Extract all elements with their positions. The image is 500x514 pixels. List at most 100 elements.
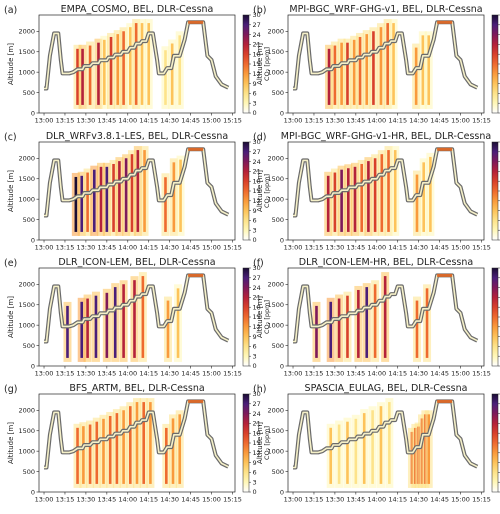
y-axis-label: Altitude [m] xyxy=(256,422,264,464)
x-tick-label: 15:15 xyxy=(472,244,491,252)
panel: (d) MPI-BGC_WRF-GHG-v1-HR, BEL, DLR-Cessn… xyxy=(253,131,500,252)
plume-core xyxy=(427,35,431,105)
plume-core xyxy=(82,426,85,484)
x-tick-label: 13:00 xyxy=(284,370,303,378)
y-tick-label: 1500 xyxy=(18,48,35,56)
y-tick-label: 1500 xyxy=(18,175,35,183)
plume-core xyxy=(141,276,145,358)
y-tick-label: 1500 xyxy=(18,427,35,435)
panel-title: DLR_ICON-LEM-HR, BEL, DLR-Cessna xyxy=(299,257,473,268)
colorbar-tick-label: 30 xyxy=(253,264,261,272)
flight-track xyxy=(44,148,229,217)
colorbar xyxy=(242,267,250,367)
colorbar-tick-label: 15 xyxy=(253,313,261,321)
colorbar-label: CO₂ [ppm] xyxy=(263,47,271,81)
y-tick-label: 500 xyxy=(272,468,284,476)
x-tick-label: 13:30 xyxy=(77,370,96,378)
panel: (h) SPASCIA_EULAG, BEL, DLR-Cessna 0 500 100… xyxy=(253,383,500,504)
plume-core xyxy=(340,42,343,105)
colorbar-tick-label: 3 xyxy=(253,226,257,234)
colorbar-tick-label: 9 xyxy=(253,459,257,467)
panel: (e) DLR_ICON-LEM, BEL, DLR-Cessna 0 500 1000… xyxy=(4,257,271,378)
colorbar-tick-label: 21 xyxy=(253,41,261,49)
plume-core xyxy=(329,427,333,484)
plume-core xyxy=(392,23,395,105)
plume-core xyxy=(92,169,96,232)
x-tick-label: 14:45 xyxy=(430,370,449,378)
y-tick-label: 1500 xyxy=(267,175,284,183)
x-tick-label: 14:45 xyxy=(181,244,200,252)
x-tick-label: 13:00 xyxy=(284,117,303,125)
plume-core xyxy=(329,301,333,358)
colorbar xyxy=(491,393,499,493)
plume-core xyxy=(113,287,117,358)
y-tick-label: 0 xyxy=(31,488,35,496)
colorbar-tick-label: 0 xyxy=(253,488,257,496)
plume-core xyxy=(340,169,343,232)
y-tick-label: 2000 xyxy=(267,28,284,36)
flight-track xyxy=(293,21,478,90)
plume-core xyxy=(415,174,419,232)
y-tick-label: 1000 xyxy=(267,321,284,329)
x-tick-label: 14:30 xyxy=(160,117,179,125)
panel-title: DLR_ICON-LEM, BEL, DLR-Cessna xyxy=(58,257,215,268)
x-tick-label: 14:15 xyxy=(388,496,407,504)
plume-core xyxy=(421,35,425,105)
x-tick-label: 13:15 xyxy=(56,370,75,378)
plume-core xyxy=(136,150,140,232)
plume-core xyxy=(429,156,432,232)
colorbar xyxy=(491,141,499,241)
colorbar-label: CO₂ [ppm] xyxy=(263,300,271,334)
x-tick-label: 15:00 xyxy=(202,117,221,125)
colorbar-label: CO₂ [ppm] xyxy=(263,174,271,208)
colorbar-tick-label: 18 xyxy=(253,50,261,58)
plume-core xyxy=(354,418,358,484)
colorbar-tick-label: 15 xyxy=(253,60,261,68)
plume-core xyxy=(171,418,175,484)
plume-core xyxy=(422,162,425,232)
plume-core xyxy=(97,42,100,105)
x-tick-label: 13:30 xyxy=(326,370,345,378)
plume-core xyxy=(179,159,182,232)
colorbar-tick-label: 0 xyxy=(253,236,257,244)
plume-core xyxy=(103,39,106,105)
x-tick-label: 14:00 xyxy=(367,117,386,125)
plume-core xyxy=(122,284,125,358)
plume-core xyxy=(116,34,120,105)
y-tick-label: 2000 xyxy=(267,155,284,163)
plume-core xyxy=(373,158,377,232)
x-tick-label: 15:00 xyxy=(451,496,470,504)
colorbar-tick-label: 12 xyxy=(253,197,261,205)
colorbar-tick-label: 6 xyxy=(253,217,257,225)
x-tick-label: 13:30 xyxy=(326,496,345,504)
plume-core xyxy=(327,48,331,105)
plume-core xyxy=(315,305,318,358)
x-tick-label: 13:30 xyxy=(326,117,345,125)
colorbar-tick-label: 24 xyxy=(253,284,261,292)
x-tick-label: 14:15 xyxy=(139,117,158,125)
panel-letter: (f) xyxy=(253,258,264,269)
colorbar-tick-label: 3 xyxy=(253,352,257,360)
colorbar-tick-label: 15 xyxy=(253,439,261,447)
y-axis-label: Altitude [m] xyxy=(256,170,264,212)
plume-core xyxy=(178,35,182,105)
x-tick-label: 13:45 xyxy=(346,244,365,252)
plume-core xyxy=(360,163,364,232)
x-tick-label: 13:00 xyxy=(35,244,54,252)
x-tick-label: 14:45 xyxy=(181,496,200,504)
x-tick-label: 13:45 xyxy=(97,244,116,252)
plume-core xyxy=(95,421,99,484)
plume-core xyxy=(367,161,370,232)
colorbar-tick-label: 18 xyxy=(253,303,261,311)
plume-core xyxy=(143,150,146,232)
x-tick-label: 15:15 xyxy=(223,370,242,378)
plume-core xyxy=(172,162,176,232)
plume-core xyxy=(365,287,369,358)
plume-core xyxy=(414,47,418,105)
y-tick-label: 0 xyxy=(280,109,284,117)
y-tick-label: 2000 xyxy=(18,155,35,163)
x-tick-label: 14:00 xyxy=(367,370,386,378)
colorbar-tick-label: 12 xyxy=(253,70,261,78)
plume-core xyxy=(166,300,170,358)
x-tick-label: 14:00 xyxy=(118,117,137,125)
